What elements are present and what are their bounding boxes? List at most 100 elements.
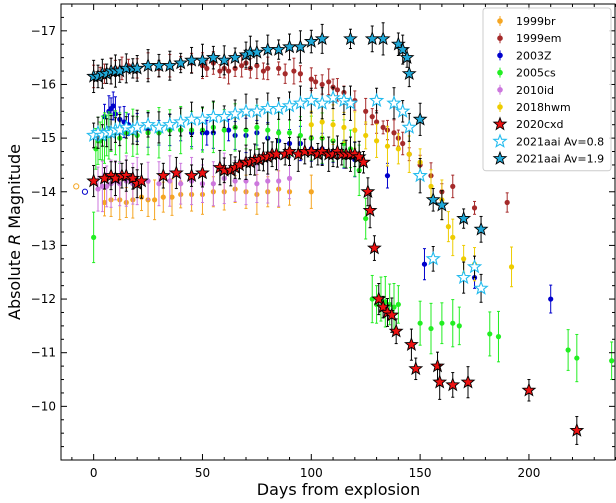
legend-marker [497, 52, 503, 59]
data-point [336, 92, 352, 108]
y-tick-label: −12 [31, 292, 56, 306]
data-point [388, 323, 404, 338]
data-point [369, 114, 375, 120]
data-point [343, 31, 358, 46]
data-point [395, 146, 401, 152]
data-point [373, 119, 380, 125]
series-2020cxd [86, 135, 585, 445]
data-point [265, 127, 271, 133]
legend-label: 2021aai Av=0.8 [516, 135, 604, 148]
data-point [428, 183, 434, 189]
data-point [293, 39, 308, 54]
legend-marker [492, 133, 508, 148]
data-point [471, 205, 478, 211]
legend-entry: 2010id [497, 84, 554, 97]
data-point [303, 92, 319, 108]
data-point [140, 116, 156, 132]
legend-marker [497, 87, 503, 93]
data-point [341, 124, 347, 130]
data-point [391, 304, 397, 310]
data-point [504, 199, 510, 206]
legend-entry: 2018hwm [497, 101, 571, 114]
data-point [151, 197, 158, 203]
data-point [210, 181, 216, 187]
data-point [297, 71, 304, 77]
legend-marker [497, 104, 503, 110]
data-point [195, 165, 210, 180]
data-point [319, 81, 325, 88]
axes: 0 50 100 150 200 −17 −16 −15 −14 −13 −12 −11 −10 [31, 3, 616, 480]
data-point [352, 127, 358, 133]
data-point [417, 320, 423, 326]
series-2021aai-av-1-9 [86, 22, 489, 243]
legend-entry: 2021aai Av=0.8 [492, 133, 604, 148]
data-point [156, 181, 162, 187]
data-point [356, 154, 371, 169]
data-point [473, 280, 489, 295]
legend-entry: 2003Z [497, 49, 552, 62]
data-point [227, 49, 243, 64]
legend-label: 2010id [516, 84, 554, 97]
data-point [254, 63, 260, 69]
data-point [408, 361, 424, 376]
data-point [406, 151, 412, 157]
data-point [386, 95, 402, 110]
data-point [291, 68, 297, 74]
data-point [313, 79, 319, 85]
legend-marker [492, 116, 508, 131]
data-point [384, 307, 400, 322]
data-point [204, 65, 210, 71]
data-point [249, 103, 265, 118]
data-point [225, 68, 232, 74]
data-point [282, 143, 297, 158]
data-point [425, 192, 441, 207]
data-point [205, 49, 221, 64]
data-point [221, 127, 227, 133]
x-tick-label: 200 [517, 466, 540, 480]
data-point [99, 183, 105, 189]
data-point [95, 186, 101, 192]
data-point [363, 132, 369, 139]
data-point [455, 269, 472, 285]
data-point [450, 234, 456, 240]
data-point [194, 111, 211, 126]
data-point [308, 122, 314, 128]
y-tick-label: −13 [31, 238, 56, 252]
data-point [445, 377, 461, 392]
data-point [412, 111, 428, 126]
data-marks [73, 22, 615, 445]
data-point [162, 116, 178, 132]
y-axis-title-var: R [5, 234, 24, 245]
data-point [574, 355, 580, 361]
data-point [362, 202, 378, 217]
legend-entry: 1999br [497, 15, 556, 28]
legend-marker [492, 150, 508, 165]
data-point [495, 334, 502, 340]
data-point [216, 108, 232, 124]
data-point [380, 124, 386, 130]
data-point [260, 68, 267, 74]
data-point [330, 122, 336, 128]
legend-box [482, 7, 612, 172]
data-point [373, 138, 380, 144]
data-point [204, 130, 210, 136]
data-point [265, 65, 271, 71]
data-point [232, 178, 238, 184]
data-point [609, 358, 615, 364]
data-point [461, 256, 467, 262]
data-point [473, 221, 489, 236]
data-point [384, 143, 391, 149]
data-point [430, 358, 445, 373]
data-point [169, 194, 175, 200]
data-point [367, 240, 382, 255]
series-2021aai-av-0-8 [85, 85, 489, 303]
x-tick-label: 0 [90, 466, 98, 480]
y-tick-label: −16 [31, 77, 56, 91]
data-point [101, 199, 108, 206]
data-point [265, 178, 271, 184]
legend-label: 2018hwm [516, 101, 571, 114]
y-axis-title: Absolute R Magnitude [5, 144, 24, 320]
x-tick-label: 100 [300, 466, 323, 480]
data-point [314, 31, 330, 46]
